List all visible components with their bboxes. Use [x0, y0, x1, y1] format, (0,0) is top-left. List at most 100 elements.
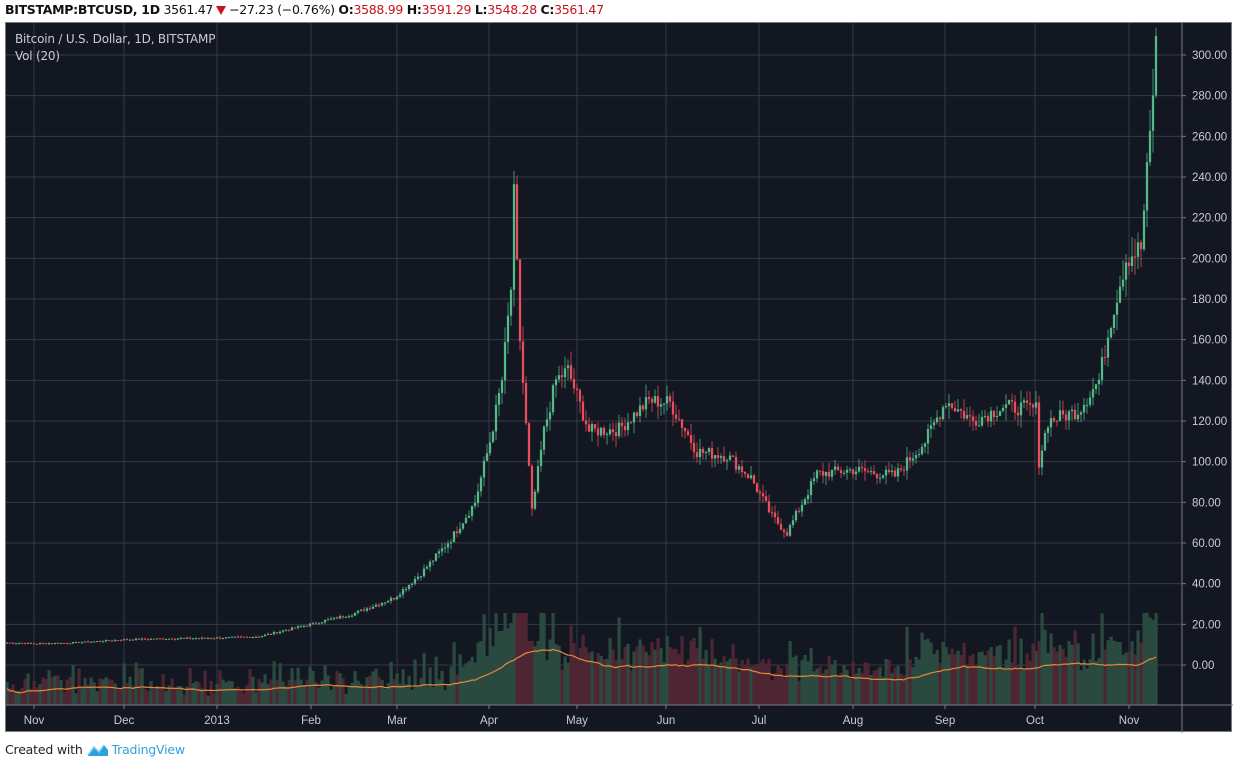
- volume-bar: [209, 680, 213, 705]
- candle-up: [929, 425, 933, 429]
- candle-up: [857, 466, 861, 472]
- candle-up: [89, 641, 93, 643]
- volume-bar: [572, 643, 576, 705]
- candle-down: [209, 638, 213, 640]
- volume-bar: [281, 681, 285, 705]
- candle-up: [506, 315, 510, 343]
- volume-bar: [299, 679, 303, 705]
- volume-bar: [566, 662, 570, 705]
- candle-up: [149, 638, 153, 640]
- volume-bar: [632, 651, 636, 705]
- volume-bar: [1100, 613, 1104, 705]
- candle-down: [938, 417, 942, 420]
- candle-up: [344, 616, 348, 618]
- volume-bar: [893, 667, 897, 705]
- candle-down: [701, 448, 705, 453]
- candle-down: [875, 474, 879, 479]
- volume-bar: [404, 684, 408, 705]
- candle-down: [29, 642, 33, 644]
- volume-bar: [977, 652, 981, 705]
- volume-bar: [890, 673, 894, 705]
- candle-up: [1091, 389, 1095, 398]
- candle-up: [494, 404, 498, 432]
- volume-bar: [1091, 633, 1095, 705]
- volume-bar: [35, 687, 39, 705]
- volume-bar: [443, 690, 447, 705]
- candle-up: [1121, 279, 1125, 287]
- volume-bar: [74, 693, 78, 705]
- volume-bar: [770, 679, 774, 705]
- volume-bar: [989, 647, 993, 705]
- volume-bar: [8, 688, 12, 705]
- volume-bar: [68, 676, 72, 705]
- candle-down: [752, 475, 756, 484]
- candle-down: [530, 465, 534, 509]
- candle-up: [719, 456, 723, 458]
- volume-bar: [701, 658, 705, 705]
- candle-down: [41, 643, 45, 645]
- volume-bar: [392, 679, 396, 705]
- volume-bar: [482, 614, 486, 705]
- candle-down: [767, 501, 771, 513]
- volume-bar: [44, 678, 48, 705]
- candle-up: [605, 434, 609, 436]
- candle-down: [623, 426, 627, 431]
- volume-bar: [1094, 661, 1098, 705]
- price-tick-label: 100.00: [1192, 457, 1227, 469]
- volume-bar: [551, 613, 555, 705]
- candle-up: [890, 470, 894, 473]
- candle-down: [392, 597, 396, 600]
- candle-down: [377, 604, 381, 606]
- volume-bar: [128, 676, 132, 705]
- volume-bar: [908, 659, 912, 705]
- candle-up: [92, 641, 96, 643]
- candle-down: [341, 616, 345, 618]
- volume-bar: [881, 676, 885, 705]
- volume-bar: [347, 686, 351, 705]
- price-chart[interactable]: 300.00 280.00 260.00 240.00 220.00 200.00 180.…: [6, 23, 1233, 733]
- candle-up: [965, 415, 969, 419]
- time-tick-label: Dec: [114, 715, 135, 727]
- volume-bar: [689, 640, 693, 705]
- candle-up: [167, 638, 171, 640]
- candle-up: [923, 443, 927, 447]
- candle-up: [932, 422, 936, 426]
- candle-up: [1058, 410, 1062, 421]
- volume-bar: [1037, 641, 1041, 705]
- candle-down: [107, 640, 111, 642]
- volume-bar: [710, 639, 714, 705]
- volume-bar: [674, 649, 678, 705]
- volume-bar: [107, 679, 111, 705]
- tradingview-link[interactable]: TradingView: [111, 742, 186, 757]
- candle-up: [491, 431, 495, 443]
- candle-up: [353, 612, 357, 616]
- volume-bar: [200, 688, 204, 705]
- volume-bar: [959, 655, 963, 705]
- volume-bar: [395, 673, 399, 705]
- volume-bar: [560, 669, 564, 705]
- volume-bar: [797, 680, 801, 705]
- candle-up: [995, 415, 999, 418]
- volume-bar: [116, 689, 120, 705]
- candle-up: [728, 455, 732, 461]
- candle-up: [191, 638, 195, 640]
- candle-down: [245, 636, 249, 638]
- candle-up: [38, 643, 42, 645]
- volume-bar: [869, 674, 873, 705]
- candle-down: [62, 642, 66, 644]
- volume-bar: [269, 679, 273, 705]
- volume-bar: [29, 688, 33, 705]
- volume-bar: [473, 662, 477, 705]
- volume-bar: [563, 656, 567, 705]
- candle-down: [902, 469, 906, 471]
- candle-up: [194, 638, 198, 640]
- candle-down: [1031, 404, 1035, 408]
- volume-bar: [851, 661, 855, 705]
- candle-up: [554, 379, 558, 386]
- candle-up: [14, 643, 18, 645]
- chart-frame[interactable]: 300.00 280.00 260.00 240.00 220.00 200.00 180.…: [5, 22, 1233, 733]
- candle-up: [1100, 357, 1104, 380]
- volume-bar: [155, 685, 159, 705]
- candle-down: [1127, 262, 1131, 267]
- volume-bar: [590, 651, 594, 705]
